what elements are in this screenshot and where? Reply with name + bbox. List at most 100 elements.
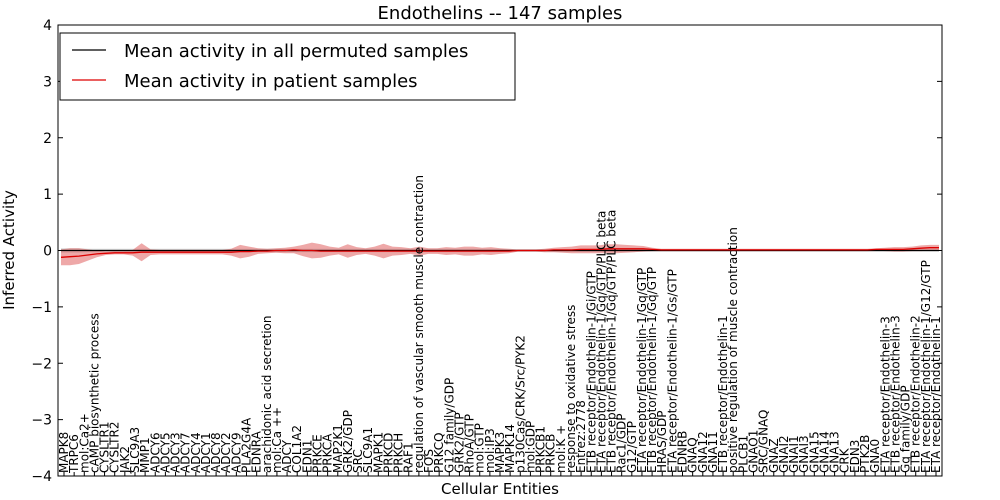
x-tick-label: Entrez:2778 <box>574 400 588 473</box>
legend-box <box>59 32 516 101</box>
x-tick-label: PTK2B <box>858 435 872 473</box>
patient-band <box>61 242 939 266</box>
x-tick-label: ETA receptor/Endothelin-1/Gq/GTP/PLC bet… <box>594 211 608 473</box>
x-tick-label: PRKCD <box>382 433 396 473</box>
series-lines <box>60 247 939 258</box>
x-tick-label: ADCY5 <box>158 432 172 473</box>
y-tick-label: 1 <box>43 187 52 203</box>
x-tick-label: GNAI3 <box>797 435 811 473</box>
x-tick-label: GNAI2 <box>777 435 791 473</box>
x-tick-label: ETB receptor/Endothelin-1/Gq/GTP/PLC bet… <box>605 210 619 473</box>
x-axis-label: Cellular Entities <box>441 480 559 498</box>
x-tick-label: EDNRA <box>250 430 264 473</box>
x-tick-label: CRK <box>838 447 852 473</box>
x-tick-label: SLC9A3 <box>128 427 142 473</box>
x-tick-label: GNA13 <box>828 431 842 473</box>
x-tick-label: CYSLTR1 <box>98 422 112 473</box>
x-tick-label: GNA12 <box>696 431 710 473</box>
x-tick-label: cAMP biosynthetic process <box>87 313 101 473</box>
x-tick-label: PRKCE <box>311 434 325 473</box>
x-tick-label: PRKCQ <box>432 432 446 473</box>
x-tick-label: JAK2 <box>118 446 132 474</box>
y-tick-label: −3 <box>31 413 52 429</box>
y-tick-label: −1 <box>31 300 52 316</box>
x-tick-label: PRKCB1 <box>534 426 548 473</box>
y-tick-label: 3 <box>43 74 52 90</box>
x-tick-label: FOS <box>422 449 436 473</box>
x-tick-label: p130Cas/CRK/Src/PYK2 <box>513 335 527 473</box>
x-tick-label: PRKCA <box>321 433 335 473</box>
x-tick-label: ETB receptor/Endothelin-1 <box>716 315 730 473</box>
x-tick-label: CYSLTR2 <box>108 422 122 473</box>
x-tick-label: GNAO1 <box>747 430 761 473</box>
x-tick-label: EDN1 <box>300 440 314 473</box>
x-tick-label: arachidonic acid secretion <box>260 316 274 473</box>
x-tick-label: mol:GDP <box>523 421 537 473</box>
x-tick-label: ETA receptor/Endothelin-1/G12/GTP <box>919 260 933 473</box>
x-tick-label: mol:Ca2+ <box>77 413 91 473</box>
x-tick-label: positive regulation of muscle contractio… <box>726 227 740 473</box>
x-tick-label: GRK2/GTP <box>452 412 466 473</box>
x-tick-label: MAPK14 <box>503 424 517 473</box>
x-tick-label: PRKCB <box>544 434 558 473</box>
legend: Mean activity in all permuted samples Me… <box>59 32 516 101</box>
x-tick-label: RhoA/GTP <box>463 414 477 473</box>
x-tick-label: RAF1 <box>402 442 416 473</box>
chart-title: Endothelins -- 147 samples <box>378 3 623 24</box>
x-tick-label: GNA0 <box>868 439 882 473</box>
x-tick-label: GNA15 <box>807 431 821 473</box>
x-tick-label: ETB receptor/Endothelin-1/Gq/GTP <box>645 267 659 473</box>
x-tick-label: mol:K + <box>554 425 568 473</box>
plot-area-frame <box>57 24 943 477</box>
x-tick-label: ADCY8 <box>209 432 223 473</box>
x-tick-label: ADCY1 <box>199 432 213 473</box>
x-tick-label: SRC/GNAQ <box>757 410 771 474</box>
x-tick-label: mol:Ca ++ <box>270 407 284 473</box>
x-tick-label: ADCY2 <box>219 432 233 473</box>
x-tick-label: GNAQ <box>686 437 700 473</box>
x-tick-label: ETB receptor/Endothelin-3 <box>888 315 902 473</box>
x-tick-label: ADCY9 <box>229 432 243 473</box>
x-tick-label: Gq family/GDP <box>899 385 913 473</box>
y-axis-ticks: 4 3 2 1 0 −1 −2 −3 −4 <box>31 18 942 485</box>
x-tick-label: EDN3 <box>848 440 862 473</box>
x-tick-label: HRAS/GDP <box>655 410 669 473</box>
x-tick-label: regulation of vascular smooth muscle con… <box>412 175 426 473</box>
x-tick-label: ETA receptor/Endothelin-1/Gs/GTP <box>665 269 679 473</box>
x-tick-label: GNAZ <box>767 438 781 473</box>
x-tick-label: EDNRB <box>676 431 690 473</box>
y-axis-label: Inferred Activity <box>0 190 18 310</box>
x-tick-label: GRK2/GDP <box>341 410 355 473</box>
x-tick-label: ADCY6 <box>148 432 162 473</box>
x-tick-label: ETA receptor/Endothelin-3 <box>878 316 892 473</box>
x-tick-label: ADCY3 <box>169 432 183 473</box>
x-tick-label: TRPC6 <box>67 434 81 474</box>
x-tick-label: MMP1 <box>138 437 152 473</box>
x-tick-label: GNAI1 <box>787 435 801 473</box>
x-tick-label: ETA receptor/Endothelin-1 <box>929 316 943 473</box>
x-tick-label: PLA2G4A <box>240 417 254 473</box>
x-tick-label: mol:GTP <box>473 423 487 473</box>
x-tick-label: ADCY7 <box>179 432 193 473</box>
x-tick-label: ADCY <box>280 439 294 473</box>
x-tick-label: SRC <box>351 449 365 473</box>
patient-mean-line <box>60 247 939 258</box>
y-tick-label: 2 <box>43 131 52 147</box>
x-tick-label: response to oxidative stress <box>564 305 578 473</box>
x-tick-label: mol:IP3 <box>483 428 497 473</box>
x-tick-label: G12/GTP <box>625 421 639 473</box>
y-tick-label: 0 <box>43 244 52 260</box>
x-tick-label: GNA11 <box>706 431 720 473</box>
x-tick-label: Rac1/GDP <box>615 414 629 473</box>
x-tick-label: ETA receptor/Endothelin-1/Gq/GTP <box>635 268 649 473</box>
x-tick-label: GNA14 <box>818 431 832 473</box>
x-tick-label: MAPK8 <box>57 432 71 473</box>
x-tick-label: G12 family/GDP <box>442 378 456 473</box>
x-tick-label: MAP2K1 <box>331 424 345 473</box>
y-tick-label: −2 <box>31 356 52 372</box>
y-tick-label: −4 <box>31 469 52 485</box>
x-tick-label: ETB receptor/Endothelin-2 <box>909 315 923 473</box>
legend-label-permuted: Mean activity in all permuted samples <box>124 41 468 62</box>
